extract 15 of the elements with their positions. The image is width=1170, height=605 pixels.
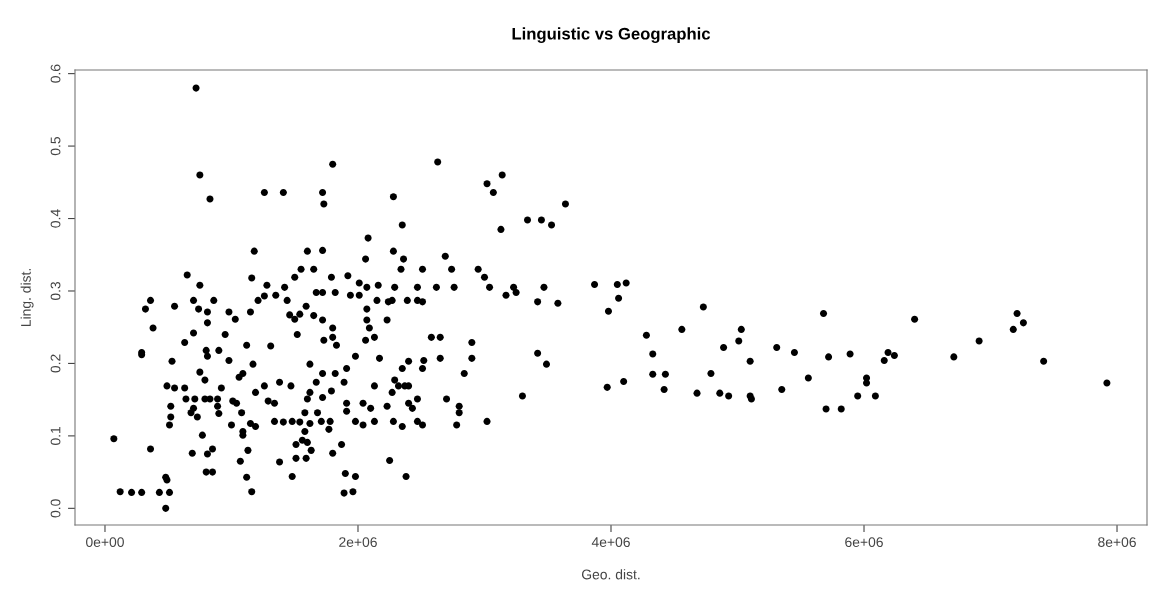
y-tick-label: 0.5 [50,137,61,156]
y-tick-label: 0.1 [50,426,61,445]
x-tick-label: 4e+06 [591,537,630,548]
x-tick-label: 6e+06 [845,537,883,548]
y-axis-title: Ling. dist. [20,269,34,327]
x-tick-label: 8e+06 [1098,537,1136,548]
y-tick-label: 0.2 [50,354,61,373]
y-tick-label: 0.3 [50,281,61,301]
chart-title: Linguistic vs Geographic [512,27,711,43]
x-tick-label: 2e+06 [339,537,377,548]
y-tick-label: 0.0 [50,499,61,518]
y-tick-label: 0.4 [50,209,61,228]
x-tick-label: 0e+00 [86,537,124,548]
y-tick-label: 0.6 [50,64,61,83]
x-axis-title: Geo. dist. [581,569,640,580]
